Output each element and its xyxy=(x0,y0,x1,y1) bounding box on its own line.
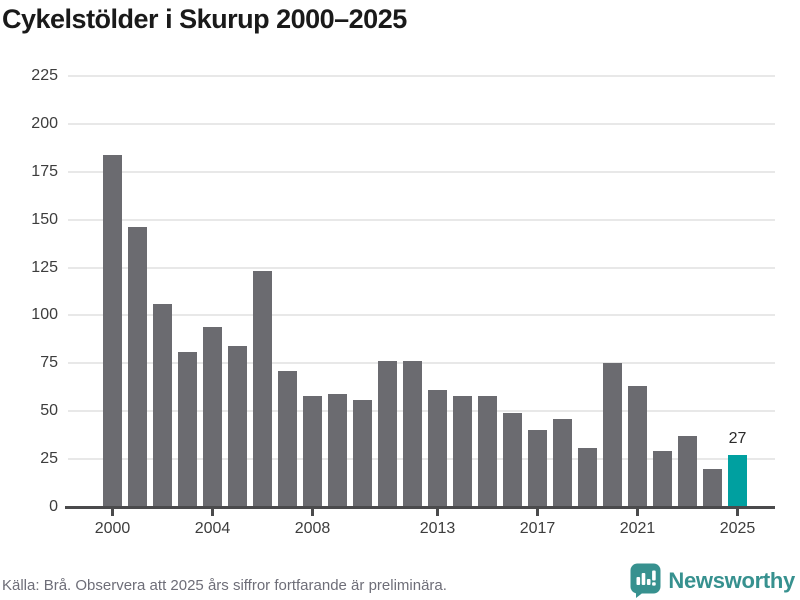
gridline-150 xyxy=(68,218,775,221)
bar-2023 xyxy=(678,436,697,507)
y-axis-label-50: 50 xyxy=(40,402,58,420)
gridline-125 xyxy=(68,266,775,269)
y-axis-label-25: 25 xyxy=(40,450,58,468)
x-tick-2013 xyxy=(436,509,439,516)
x-axis-label-2021: 2021 xyxy=(619,520,656,537)
x-tick-2021 xyxy=(636,509,639,516)
bar-2017 xyxy=(528,430,547,507)
x-axis-line xyxy=(65,506,775,509)
y-axis-label-150: 150 xyxy=(31,210,58,228)
gridline-200 xyxy=(68,122,775,125)
x-tick-2017 xyxy=(536,509,539,516)
bar-2002 xyxy=(153,303,172,507)
y-axis-label-0: 0 xyxy=(49,498,58,515)
x-tick-2008 xyxy=(311,509,314,516)
bar-2024 xyxy=(703,468,722,507)
bar-2012 xyxy=(403,361,422,507)
x-axis-label-2000: 2000 xyxy=(94,520,131,537)
x-axis-label-2013: 2013 xyxy=(419,520,456,537)
bar-2007 xyxy=(278,370,297,507)
x-axis-label-2004: 2004 xyxy=(194,520,231,537)
source-note: Källa: Brå. Observera att 2025 års siffr… xyxy=(2,577,447,594)
newsworthy-wordmark: Newsworthy xyxy=(668,567,795,593)
newsworthy-logo-icon xyxy=(630,563,661,598)
bar-2000 xyxy=(103,154,122,507)
bar-2022 xyxy=(653,451,672,507)
bar-2021 xyxy=(628,386,647,507)
y-axis-label-200: 200 xyxy=(31,114,58,132)
bar-2015 xyxy=(478,395,497,507)
bar-2010 xyxy=(353,399,372,507)
bar-2025 xyxy=(728,455,747,507)
x-tick-2004 xyxy=(211,509,214,516)
x-axis-label-2008: 2008 xyxy=(294,520,331,537)
y-axis-label-100: 100 xyxy=(31,306,58,324)
y-axis-label-75: 75 xyxy=(40,354,58,372)
bar-value-label-2025: 27 xyxy=(728,430,747,448)
bar-2001 xyxy=(128,227,147,507)
bar-2008 xyxy=(303,395,322,507)
chart-title: Cykelstölder i Skurup 2000–2025 xyxy=(2,4,407,34)
x-axis-label-2017: 2017 xyxy=(519,520,556,537)
y-axis-label-175: 175 xyxy=(31,162,58,180)
gridline-225 xyxy=(68,75,775,77)
newsworthy-brand: Newsworthy xyxy=(629,562,795,599)
x-axis-label-2025: 2025 xyxy=(719,520,756,537)
bar-2020 xyxy=(603,363,622,507)
bar-2019 xyxy=(578,447,597,507)
bar-2009 xyxy=(328,393,347,507)
gridline-175 xyxy=(68,170,775,173)
x-tick-2000 xyxy=(111,509,114,516)
bar-2004 xyxy=(203,326,222,507)
bar-2003 xyxy=(178,351,197,507)
gridline-100 xyxy=(68,314,775,317)
y-axis-label-125: 125 xyxy=(31,258,58,276)
bar-2006 xyxy=(253,271,272,507)
y-axis-label-225: 225 xyxy=(31,67,58,84)
bar-2013 xyxy=(428,390,447,507)
bar-2018 xyxy=(553,418,572,507)
x-tick-2025 xyxy=(736,509,739,516)
bar-2014 xyxy=(453,395,472,507)
bar-2011 xyxy=(378,361,397,507)
bar-2016 xyxy=(503,413,522,507)
bar-2005 xyxy=(228,346,247,507)
